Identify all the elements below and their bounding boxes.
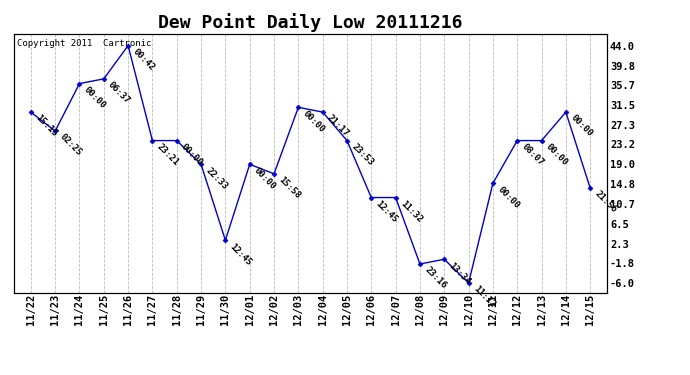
Text: 06:37: 06:37 [106,80,132,106]
Text: 23:53: 23:53 [350,142,375,167]
Text: 00:00: 00:00 [569,114,594,139]
Text: Copyright 2011  Cartronic: Copyright 2011 Cartronic [17,39,151,48]
Title: Dew Point Daily Low 20111216: Dew Point Daily Low 20111216 [158,13,463,32]
Text: 00:00: 00:00 [301,109,326,134]
Text: 23:21: 23:21 [155,142,181,167]
Text: 15:15: 15:15 [34,114,59,139]
Text: 08:07: 08:07 [520,142,545,167]
Text: 02:25: 02:25 [58,132,83,158]
Text: 00:00: 00:00 [253,166,278,191]
Text: 11:32: 11:32 [398,199,424,224]
Text: 21:56: 21:56 [593,189,618,215]
Text: 23:16: 23:16 [423,266,448,291]
Text: 12:45: 12:45 [228,242,253,267]
Text: 00:42: 00:42 [131,47,156,72]
Text: 00:00: 00:00 [544,142,570,167]
Text: 00:00: 00:00 [495,185,521,210]
Text: 13:34: 13:34 [447,261,473,286]
Text: 15:58: 15:58 [277,175,302,201]
Text: 00:00: 00:00 [179,142,205,167]
Text: 21:17: 21:17 [326,114,351,139]
Text: 11:12: 11:12 [471,284,497,310]
Text: 12:45: 12:45 [374,199,400,224]
Text: 00:00: 00:00 [82,85,108,110]
Text: 22:33: 22:33 [204,166,229,191]
